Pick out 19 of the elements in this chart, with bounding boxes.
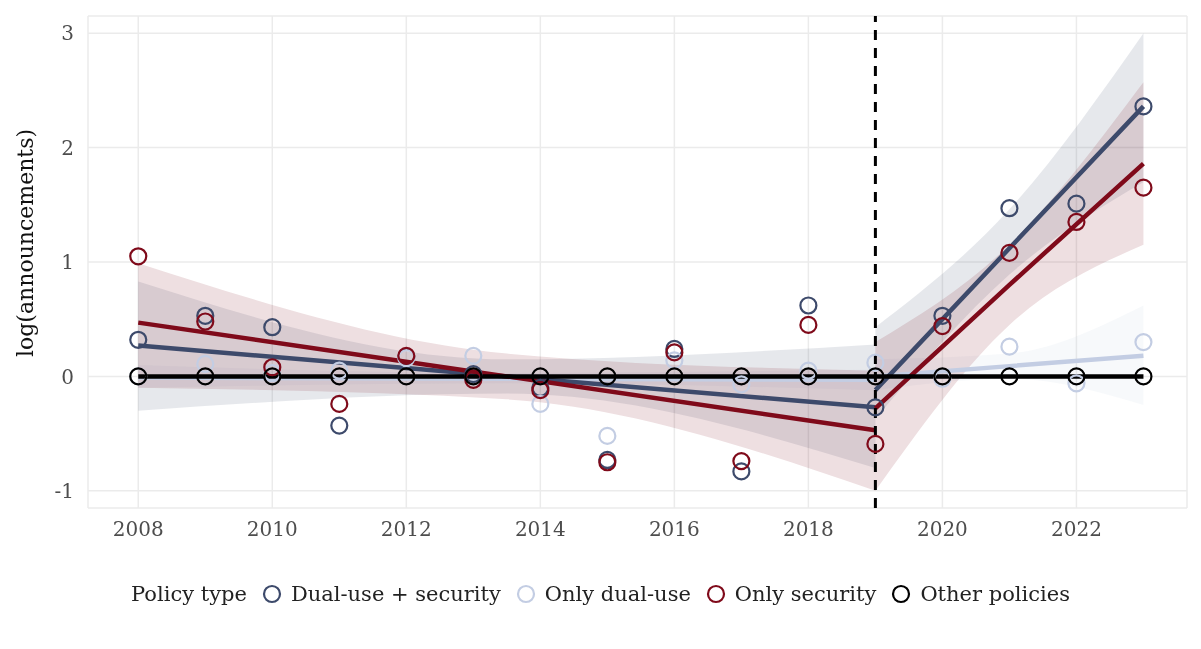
legend-label: Dual-use + security xyxy=(290,582,501,606)
legend-title: Policy type xyxy=(131,582,247,606)
legend-label: Only security xyxy=(734,582,877,606)
x-tick-label: 2010 xyxy=(246,517,298,542)
x-tick-label: 2020 xyxy=(916,517,968,542)
x-tick-label: 2014 xyxy=(514,517,566,542)
x-tick-label: 2022 xyxy=(1050,517,1102,542)
x-tick-label: 2008 xyxy=(112,517,164,542)
y-tick-label: 1 xyxy=(61,250,74,275)
y-tick-label: -1 xyxy=(54,478,74,503)
y-tick-label: 3 xyxy=(61,21,74,46)
x-tick-label: 2016 xyxy=(648,517,700,542)
y-tick-label: 0 xyxy=(61,364,74,389)
legend-label: Other policies xyxy=(920,582,1070,606)
y-axis-title: log(announcements) xyxy=(12,128,38,357)
x-tick-label: 2012 xyxy=(380,517,432,542)
legend-label: Only dual-use xyxy=(544,582,691,606)
y-tick-label: 2 xyxy=(61,135,74,160)
x-tick-label: 2018 xyxy=(782,517,834,542)
